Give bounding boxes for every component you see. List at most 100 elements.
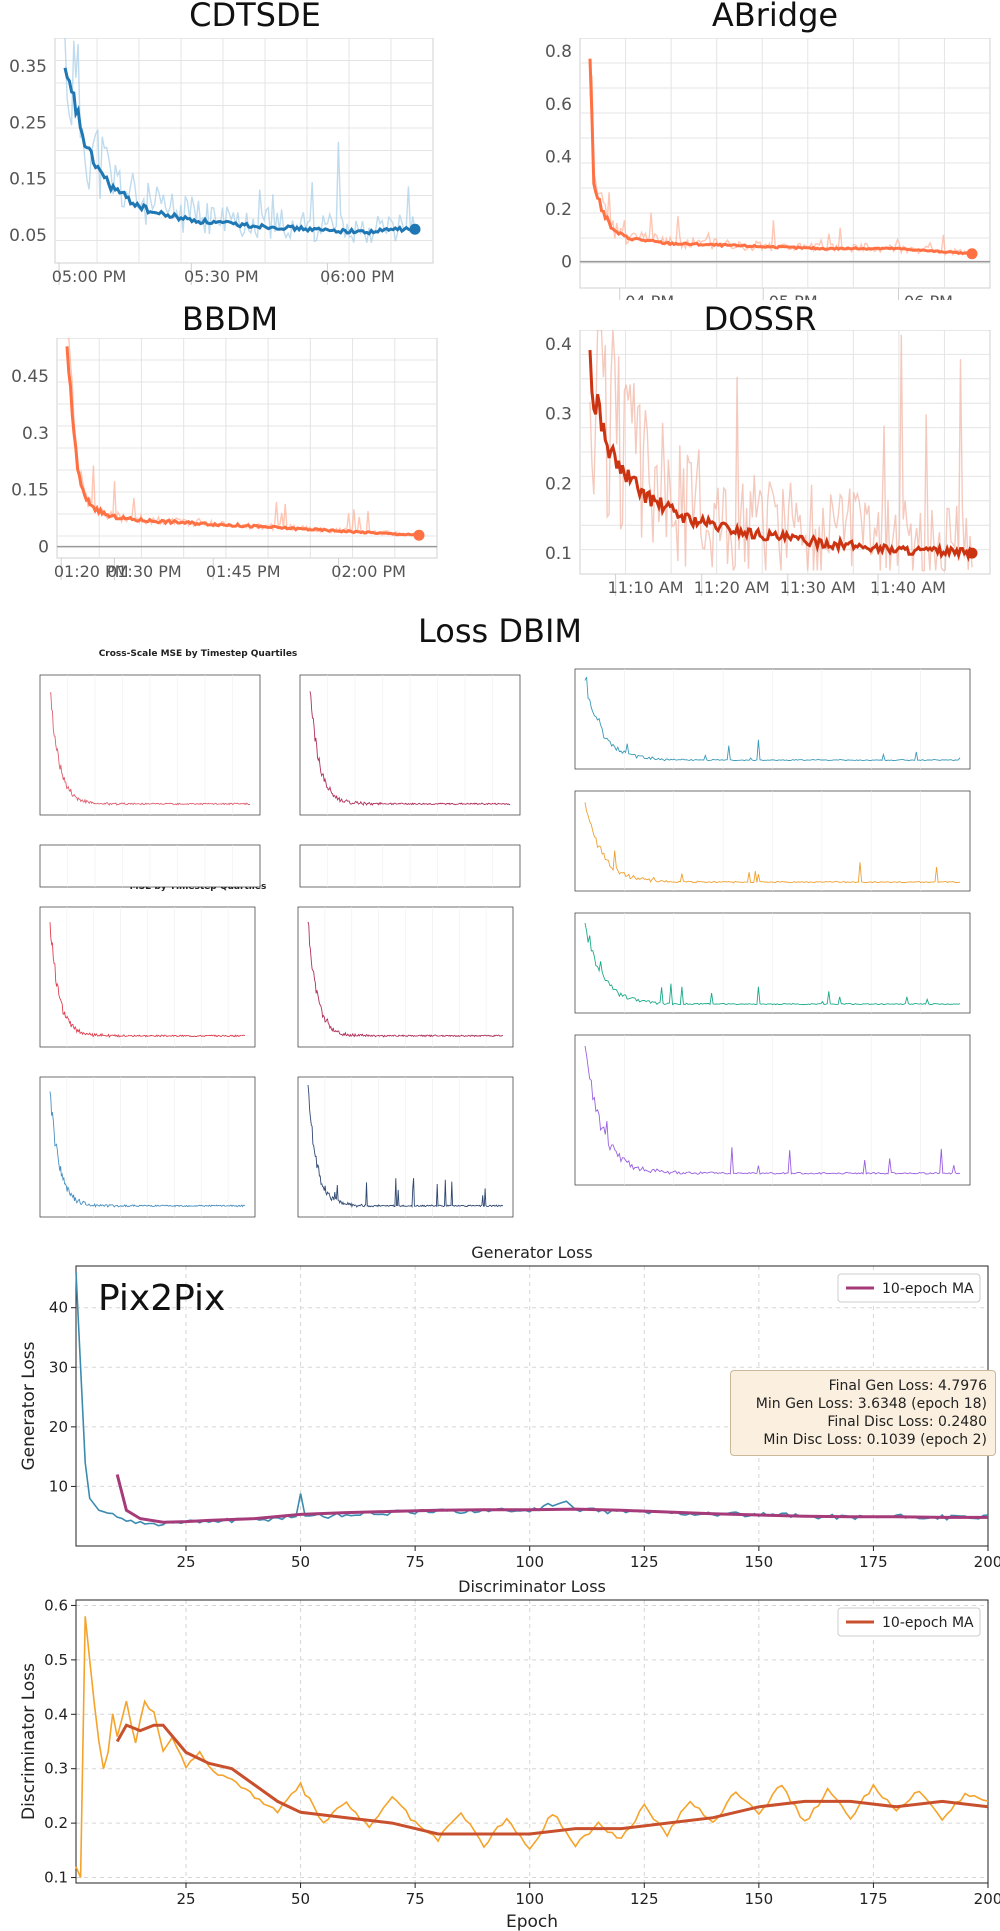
pix2pix_disc-x-tick: 125 — [630, 1890, 659, 1908]
abridge-x-tick: 06 PM — [904, 292, 953, 300]
pix2pix_disc-title: Discriminator Loss — [458, 1578, 606, 1596]
pix2pix_gen-x-tick: 150 — [745, 1553, 774, 1571]
cdtsde-smoothed-line — [63, 67, 416, 236]
pix2pix-stats-box: Final Gen Loss: 4.7976 Min Gen Loss: 3.6… — [730, 1370, 996, 1456]
dossr-y-tick: 0.2 — [545, 474, 572, 494]
pix2pix_gen-y-tick: 30 — [49, 1358, 68, 1376]
pix2pix_disc-y-tick: 0.3 — [44, 1760, 68, 1778]
dbim-loss-line — [49, 692, 250, 806]
pix2pix_disc-raw-line — [75, 1616, 989, 1878]
cdtsde-x-tick: 05:30 PM — [184, 267, 259, 286]
cdtsde-y-tick: 0.15 — [9, 170, 47, 190]
dbim-loss-line — [584, 676, 961, 762]
cdtsde-x-tick: 05:00 PM — [52, 267, 127, 286]
pix2pix_disc-y-tick: 0.5 — [44, 1651, 68, 1669]
dossr-smoothed-line — [588, 350, 974, 563]
pix2pix_disc-x-tick: 200 — [974, 1890, 1000, 1908]
pix2pix_disc-x-tick: 175 — [859, 1890, 888, 1908]
abridge-smoothed-line — [588, 58, 973, 256]
pix2pix_gen-x-tick: 50 — [291, 1553, 310, 1571]
abridge-title: ABridge — [711, 0, 839, 34]
abridge-x-tick: 04 PM — [625, 292, 674, 300]
dossr-chart: 0.1 0.2 0.3 0.4 11:10 AM 11:20 AM 11:30 AM 11:4… — [545, 330, 991, 597]
dbim-loss-line — [49, 1091, 246, 1208]
abridge-x-tick: 05 PM — [769, 292, 818, 300]
pix2pix_disc-y-tick: 0.1 — [44, 1869, 68, 1887]
dbim-loss-line — [584, 802, 961, 884]
stat-line: Final Gen Loss: 4.7976 — [828, 1378, 987, 1394]
bbdm-y-tick: 0 — [38, 538, 49, 558]
pix2pix_gen-x-tick: 125 — [630, 1553, 659, 1571]
pix2pix_disc-ylabel: Discriminator Loss — [19, 1663, 39, 1820]
dossr-x-tick: 11:10 AM — [608, 578, 684, 597]
cdtsde-x-tick: 06:00 PM — [320, 267, 395, 286]
stat-line: Min Disc Loss: 0.1039 (epoch 2) — [763, 1432, 987, 1448]
dbim-loss-line — [584, 1045, 961, 1175]
bbdm-y-tick: 0.15 — [11, 481, 49, 501]
pix2pix_gen-title: Generator Loss — [471, 1243, 592, 1262]
cdtsde-y-tick: 0.25 — [9, 113, 47, 133]
dossr-x-tick: 11:30 AM — [780, 578, 856, 597]
pix2pix_disc-x-tick: 75 — [406, 1890, 425, 1908]
pix2pix_gen-x-tick: 75 — [406, 1553, 425, 1571]
dossr-y-tick: 0.4 — [545, 335, 572, 355]
cdtsde-raw-line — [64, 38, 416, 243]
bbdm-x-tick: 02:00 PM — [331, 562, 406, 581]
cdtsde-end-marker — [409, 223, 421, 235]
dbim-loss-line — [49, 922, 246, 1038]
cdtsde-title: CDTSDE — [189, 0, 321, 34]
dossr-x-tick: 11:20 AM — [694, 578, 770, 597]
pix2pix_disc-x-tick: 25 — [176, 1890, 195, 1908]
pix2pix_disc-y-tick: 0.6 — [44, 1596, 68, 1614]
pix2pix_disc-axes-frame — [75, 1599, 989, 1884]
dossr-raw-line — [589, 330, 973, 572]
dbim-loss-line — [307, 1084, 504, 1209]
bbdm-title: BBDM — [181, 300, 279, 338]
bbdm-x-tick: 01:30 PM — [107, 562, 182, 581]
bbdm-smoothed-line — [65, 346, 420, 537]
dbim-panels: Cross-Scale MSE by Timestep QuartilesMSE… — [39, 649, 971, 1218]
pix2pix_disc-ma-line — [115, 1723, 989, 1836]
pix2pix_gen-legend-label: 10-epoch MA — [882, 1281, 974, 1297]
abridge-end-marker — [966, 248, 978, 260]
pix2pix-discriminator-chart: Discriminator Loss 25 50 75 100 125 150 175 200 0… — [19, 1578, 1000, 1931]
dbim-loss-line — [307, 921, 504, 1038]
pix2pix_gen-legend-box — [837, 1273, 981, 1303]
pix2pix-label: Pix2Pix — [98, 1278, 226, 1319]
stat-line: Min Gen Loss: 3.6348 (epoch 18) — [755, 1396, 987, 1412]
pix2pix_disc-y-tick: 0.4 — [44, 1705, 68, 1723]
bbdm-y-tick: 0.3 — [22, 424, 49, 444]
bbdm-x-tick: 01:20 PM — [54, 562, 129, 581]
pix2pix_gen-x-tick: 175 — [859, 1553, 888, 1571]
dossr-y-tick: 0.3 — [545, 405, 572, 425]
bbdm-x-tick: 01:45 PM — [206, 562, 281, 581]
pix2pix_gen-y-tick: 40 — [49, 1299, 68, 1317]
abridge-y-tick: 0.2 — [545, 200, 572, 220]
stat-line: Final Disc Loss: 0.2480 — [827, 1414, 987, 1430]
dbim-loss-line — [584, 923, 961, 1006]
abridge-y-tick: 0.6 — [545, 95, 572, 115]
pix2pix_disc-x-tick: 50 — [291, 1890, 310, 1908]
abridge-chart: 0 0.2 0.4 0.6 0.8 04 PM 05 PM 06 PM — [545, 38, 991, 300]
pix2pix_gen-ylabel: Generator Loss — [19, 1341, 39, 1470]
pix2pix_disc-y-tick: 0.2 — [44, 1814, 68, 1832]
pix2pix_gen-x-tick: 25 — [176, 1553, 195, 1571]
pix2pix_gen-y-tick: 20 — [49, 1418, 68, 1436]
dbim-loss-line — [309, 691, 511, 806]
bbdm-end-marker — [413, 529, 425, 541]
pix2pix_gen-x-tick: 200 — [974, 1553, 1000, 1571]
cdtsde-chart: 0.05 0.15 0.25 0.35 05:00 PM 05:30 PM 06:00 PM — [9, 38, 434, 286]
pix2pix_disc-x-tick: 100 — [515, 1890, 544, 1908]
cdtsde-y-tick: 0.05 — [9, 226, 47, 246]
dossr-x-tick: 11:40 AM — [870, 578, 946, 597]
abridge-y-tick: 0.8 — [545, 42, 572, 62]
pix2pix_disc-x-tick: 150 — [745, 1890, 774, 1908]
pix2pix_disc-xlabel: Epoch — [506, 1912, 558, 1931]
dossr-end-marker — [966, 547, 978, 559]
abridge-y-tick: 0.4 — [545, 147, 572, 167]
pix2pix_gen-ma-line — [115, 1474, 988, 1524]
dbim-xs-group-title: Cross-Scale MSE by Timestep Quartiles — [99, 649, 298, 659]
abridge-y-tick: 0 — [561, 253, 572, 273]
pix2pix_disc-legend-label: 10-epoch MA — [882, 1615, 974, 1631]
